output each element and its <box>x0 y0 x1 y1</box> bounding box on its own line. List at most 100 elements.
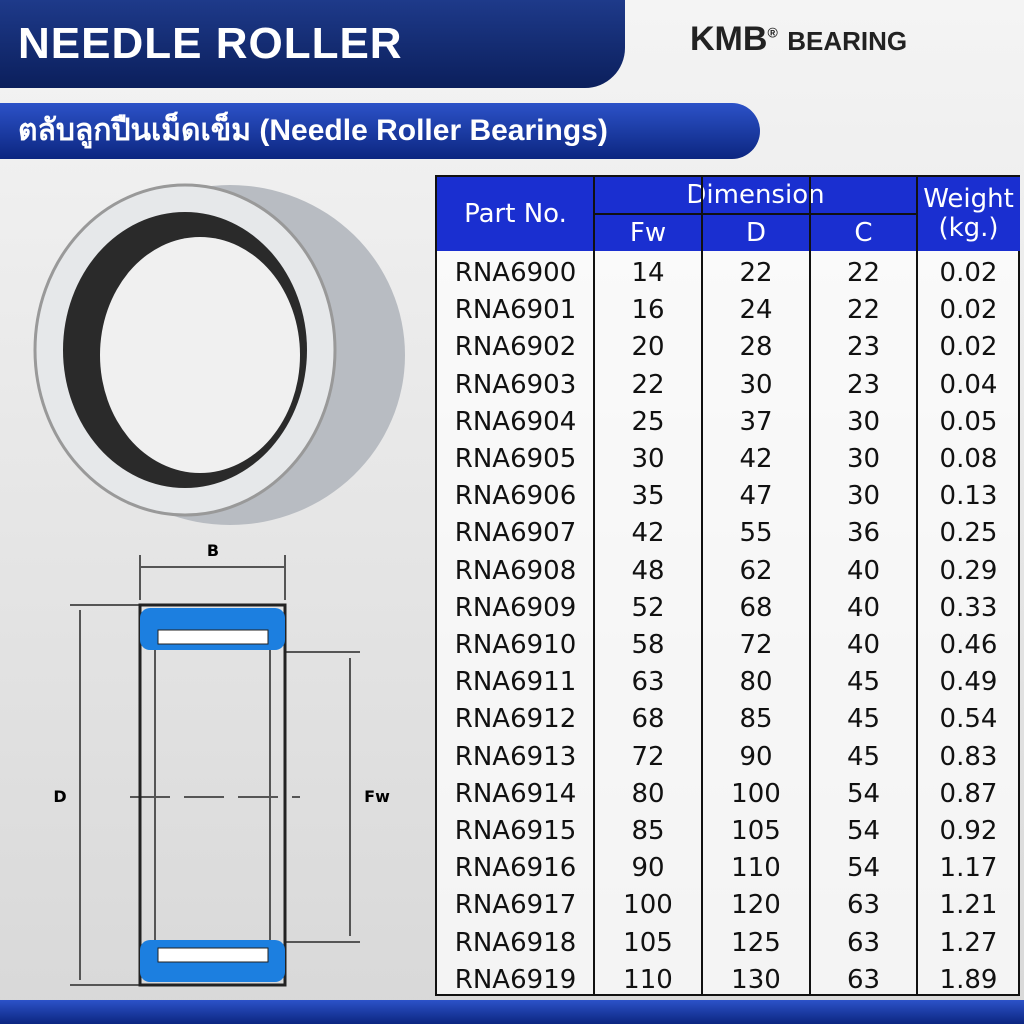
bearing-bore <box>100 237 300 473</box>
part-number: RNA6917 <box>454 890 577 921</box>
table-value: 36 <box>846 518 881 549</box>
needle-bottom <box>157 947 269 963</box>
table-value: 1.17 <box>939 853 998 884</box>
table-value: 45 <box>846 741 881 772</box>
part-number: RNA6903 <box>454 369 577 400</box>
header-dimension: Dimension <box>594 177 917 215</box>
illustration: B D Fw <box>33 183 405 987</box>
outer-label: D <box>53 787 66 806</box>
brand-suffix: BEARING <box>787 26 908 56</box>
brand-mark: ® <box>767 24 778 41</box>
table-value: 80 <box>739 667 773 698</box>
table-value: 105 <box>731 816 781 846</box>
table-value: 22 <box>846 295 881 326</box>
table-value: 45 <box>846 667 881 698</box>
header-c: C <box>810 215 917 251</box>
part-number: RNA6905 <box>454 444 577 474</box>
table-value: 0.33 <box>939 592 998 623</box>
table-value: 1.21 <box>939 890 998 921</box>
table-value: 47 <box>739 481 773 512</box>
table-value: 55 <box>739 518 773 549</box>
footer-band <box>0 1000 1024 1024</box>
table-value: 0.08 <box>939 444 998 474</box>
table-value: 54 <box>846 778 881 809</box>
part-number: RNA6901 <box>454 295 577 326</box>
part-number: RNA6911 <box>454 667 577 698</box>
table-value: 40 <box>846 630 881 660</box>
header-weight_unit: (kg.) <box>938 213 999 243</box>
column-divider <box>809 177 811 994</box>
table-value: 30 <box>846 444 881 474</box>
table-value: 120 <box>731 890 781 921</box>
table-value: 20 <box>631 332 665 363</box>
width-label: B <box>207 541 219 560</box>
table-value: 0.49 <box>939 667 998 698</box>
table-value: 0.02 <box>939 258 998 288</box>
table-value: 58 <box>631 630 665 660</box>
part-number: RNA6907 <box>454 518 577 549</box>
header-weight: Weight <box>923 184 1014 215</box>
table-value: 0.02 <box>939 332 998 363</box>
table-value: 24 <box>739 295 773 326</box>
table-value: 63 <box>846 964 881 995</box>
spec-table: Part No. Dimension Fw D C Weight (kg.) RNA6900 1… <box>435 175 1020 996</box>
table-value: 0.13 <box>939 481 998 512</box>
table-value: 42 <box>631 518 665 549</box>
header-weight: Weight (kg.) <box>917 177 1020 251</box>
table-value: 1.89 <box>939 964 998 995</box>
table-value: 23 <box>846 369 881 400</box>
brand: KMB® BEARING <box>690 20 907 59</box>
brand-name: KMB <box>690 20 768 58</box>
table-value: 14 <box>631 258 665 288</box>
table-value: 16 <box>631 295 665 326</box>
table-value: 68 <box>739 592 773 623</box>
needle-top <box>157 629 269 645</box>
table-value: 28 <box>739 332 773 363</box>
table-value: 68 <box>631 704 665 735</box>
table-value: 30 <box>846 481 881 512</box>
table-value: 80 <box>631 778 665 809</box>
table-value: 0.29 <box>939 555 998 586</box>
table-value: 72 <box>739 630 773 660</box>
table-value: 30 <box>631 444 665 474</box>
part-number: RNA6913 <box>454 741 577 772</box>
table-value: 0.25 <box>939 518 998 549</box>
part-number: RNA6900 <box>454 258 577 288</box>
table-value: 0.87 <box>939 778 998 809</box>
table-value: 42 <box>739 444 773 474</box>
table-value: 0.05 <box>939 406 998 437</box>
table-value: 125 <box>731 927 781 958</box>
table-value: 25 <box>631 406 665 437</box>
table-value: 130 <box>731 964 781 995</box>
table-value: 0.54 <box>939 704 998 735</box>
table-value: 52 <box>631 592 665 623</box>
table-value: 22 <box>846 258 881 288</box>
table-value: 100 <box>731 778 781 809</box>
header-fw: Fw <box>594 215 702 251</box>
table-value: 0.46 <box>939 630 998 660</box>
table-value: 63 <box>846 927 881 958</box>
inner-label: Fw <box>364 787 390 806</box>
table-value: 110 <box>731 853 781 884</box>
table-value: 48 <box>631 555 665 586</box>
part-number: RNA6909 <box>454 592 577 623</box>
table-value: 90 <box>739 741 773 772</box>
table-value: 22 <box>631 369 665 400</box>
table-value: 85 <box>631 816 665 846</box>
table-value: 0.83 <box>939 741 998 772</box>
table-value: 45 <box>846 704 881 735</box>
table-value: 0.04 <box>939 369 998 400</box>
table-value: 0.92 <box>939 816 998 846</box>
part-number: RNA6919 <box>454 964 577 995</box>
table-value: 90 <box>631 853 665 884</box>
table-value: 54 <box>846 816 881 846</box>
column-divider <box>593 177 595 994</box>
table-value: 23 <box>846 332 881 363</box>
table-value: 22 <box>739 258 773 288</box>
table-value: 54 <box>846 853 881 884</box>
column-divider <box>916 177 918 994</box>
table-value: 37 <box>739 406 773 437</box>
part-number: RNA6914 <box>454 778 577 809</box>
part-number: RNA6904 <box>454 406 577 437</box>
